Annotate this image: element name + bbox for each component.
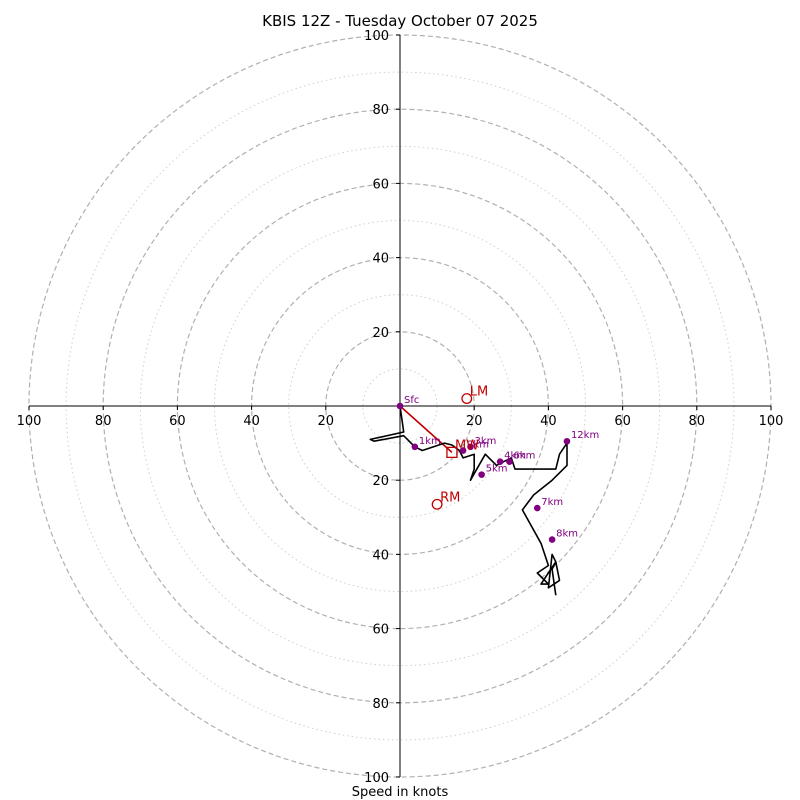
tick-label-W-20: 20 [318,414,335,429]
storm-motion-markers: LM RM MW [431,385,488,510]
height-point-8km [548,536,556,543]
height-point-Sfc [396,402,404,410]
motion-marker-LM [461,393,473,405]
tick-label-W-40: 40 [243,414,260,429]
shear-vector [399,405,453,453]
tick-label-S-40: 40 [372,548,389,563]
height-label-3km: 3km [474,436,496,447]
tick-label-W-100: 100 [17,414,42,429]
tick-label-S-80: 80 [372,697,389,712]
height-label-Sfc: Sfc [404,395,419,406]
tick-label-N-20: 20 [372,326,389,341]
hodograph-trace-line [369,405,568,596]
tick-label-N-40: 40 [372,252,389,267]
tick-label-E-40: 40 [540,414,557,429]
height-label-4km: 4km [504,451,526,462]
tick-label-N-60: 60 [372,177,389,192]
motion-marker-MW [446,446,458,459]
height-label-1km: 1km [419,436,441,447]
tick-label-S-100: 100 [364,771,389,786]
axis-tick-labels: 100 80 60 40 20 100 80 60 40 20 100 80 60 40 20 100 80 60… [17,29,784,786]
hodograph-trace [369,405,568,596]
tick-label-E-60: 60 [614,414,631,429]
tick-label-E-80: 80 [689,414,706,429]
height-label-8km: 8km [556,529,578,540]
height-point-5km [478,471,485,478]
height-point-12km [563,437,571,445]
height-label-12km: 12km [571,430,599,441]
shear-vector-line [399,405,453,453]
tick-label-N-80: 80 [372,103,389,118]
tick-label-N-100: 100 [364,29,389,44]
height-point-6km [506,458,513,465]
tick-label-W-80: 80 [95,414,112,429]
motion-marker-RM [431,498,443,510]
tick-label-E-20: 20 [466,414,483,429]
x-axis-label: Speed in knots [352,785,449,800]
motion-label-RM: RM [440,490,460,505]
tick-label-S-60: 60 [372,623,389,638]
chart-title: KBIS 12Z - Tuesday October 07 2025 [262,12,538,30]
motion-label-LM: LM [470,385,488,400]
height-point-2km [459,447,467,454]
height-point-4km [496,458,504,465]
tick-label-E-100: 100 [759,414,784,429]
tick-label-W-60: 60 [169,414,186,429]
height-label-6km: 6km [513,451,535,462]
height-label-7km: 7km [541,497,563,508]
height-point-7km [533,504,541,512]
height-point-3km [467,443,474,451]
height-label-5km: 5km [486,464,508,475]
height-point-1km [411,443,419,451]
tick-label-S-20: 20 [372,474,389,489]
motion-label-MW: MW [455,438,479,453]
height-label-2km: 2km [467,440,489,451]
